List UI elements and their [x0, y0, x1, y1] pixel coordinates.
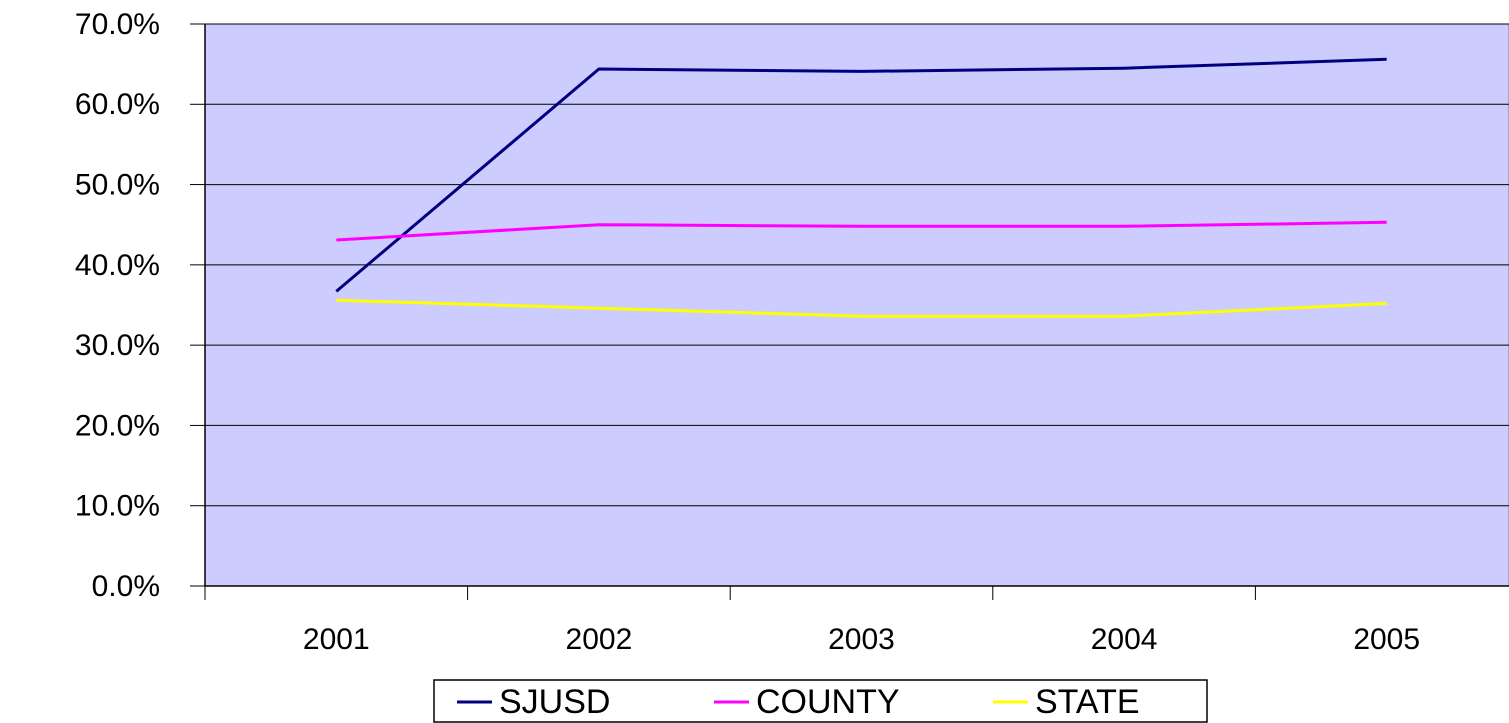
y-tick-label: 0.0% — [92, 570, 160, 603]
legend-label: SJUSD — [499, 683, 610, 721]
y-tick-label: 10.0% — [75, 490, 160, 523]
y-tick-label: 20.0% — [75, 409, 160, 442]
y-tick-label: 50.0% — [75, 168, 160, 201]
plot-area — [204, 23, 1509, 587]
legend-box — [433, 679, 1208, 723]
x-tick-label: 2001 — [303, 623, 370, 656]
series-line — [336, 220, 1387, 242]
y-tick-label: 40.0% — [75, 249, 160, 282]
legend-label: STATE — [1035, 683, 1140, 721]
y-tick-label: 30.0% — [75, 329, 160, 362]
x-tick-label: 2005 — [1353, 623, 1420, 656]
x-tick-label: 2003 — [828, 623, 895, 656]
series-line — [336, 298, 1387, 318]
legend-label: COUNTY — [756, 683, 900, 721]
y-tick-label: 60.0% — [75, 88, 160, 121]
x-tick-label: 2002 — [566, 623, 633, 656]
x-tick-label: 2004 — [1091, 623, 1158, 656]
y-tick-label: 70.0% — [75, 8, 160, 41]
series-line — [335, 57, 1387, 293]
